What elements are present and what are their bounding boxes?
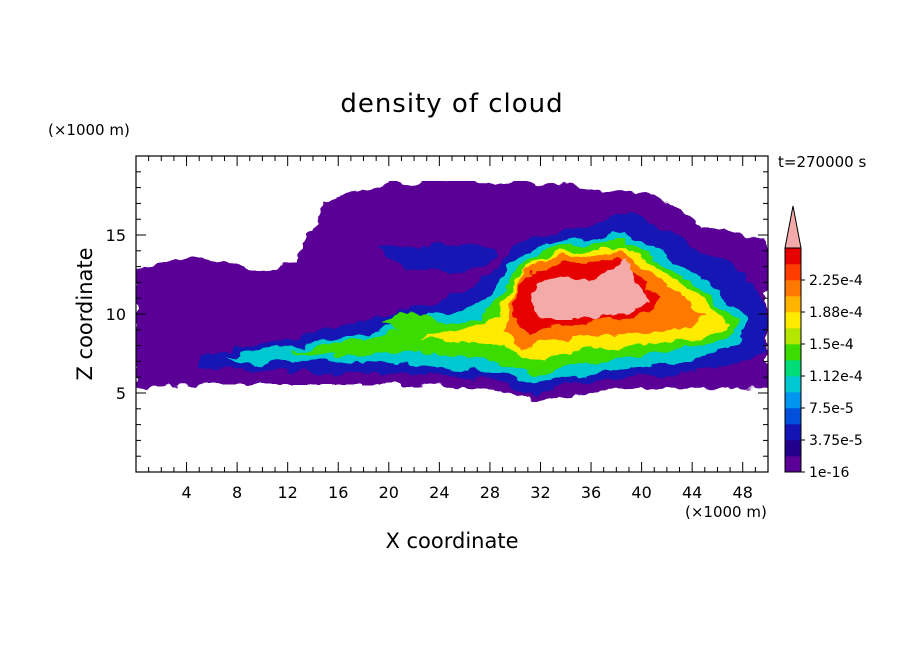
colorbar-swatch [785,264,801,281]
colorbar: 1e-16 3.75e-5 7.5e-5 1.12e-4 1.5e-4 1.88e-4 2.… [784,205,863,481]
colorbar-swatch [785,424,801,441]
x-tick-label: 36 [581,483,601,502]
y-tick-label: 15 [106,226,126,245]
x-tick-label: 24 [429,483,449,502]
density-level-1b [380,244,500,272]
time-label: t=270000 s [778,153,866,171]
colorbar-label: 7.5e-5 [809,401,854,417]
density-overflow-core [530,258,650,320]
density-level-3b [384,312,446,332]
x-tick-label: 40 [631,483,651,502]
colorbar-swatch [785,376,801,393]
y-axis-label: Z coordinate [73,247,97,380]
x-tick-label: 4 [181,483,191,502]
x-tick-label: 44 [682,483,702,502]
y-unit-label: (×1000 m) [48,121,130,139]
x-tick-label: 48 [733,483,753,502]
x-tick-label: 16 [328,483,348,502]
x-tick-label: 28 [480,483,500,502]
colorbar-label: 1.12e-4 [809,369,863,385]
colorbar-swatch [785,312,801,329]
colorbar-overflow-arrow [784,205,802,249]
colorbar-label: 1e-16 [809,465,849,481]
x-tick-label: 20 [379,483,399,502]
y-axis-ticks: 5 10 15 [106,171,768,457]
colorbar-swatch [785,296,801,313]
colorbar-swatch [785,344,801,361]
colorbar-swatch [785,408,801,425]
colorbar-swatch [785,328,801,345]
density-field [136,181,768,402]
colorbar-swatch [785,456,801,473]
x-axis-ticks: 4 8 12 16 20 24 28 32 36 40 44 48 [148,156,756,502]
x-tick-label: 8 [232,483,242,502]
colorbar-swatch [785,360,801,377]
colorbar-label: 3.75e-5 [809,433,863,449]
y-tick-label: 5 [116,384,126,403]
colorbar-label: 1.5e-4 [809,337,854,353]
colorbar-swatch [785,440,801,457]
colorbar-label: 2.25e-4 [809,273,863,289]
x-unit-label: (×1000 m) [685,503,767,521]
x-tick-label: 12 [278,483,298,502]
x-tick-label: 32 [530,483,550,502]
y-tick-label: 10 [106,305,126,324]
colorbar-swatch [785,248,801,265]
colorbar-swatch [785,280,801,297]
x-axis-label: X coordinate [385,529,518,553]
chart-title: density of cloud [340,89,563,119]
colorbar-swatch [785,392,801,409]
colorbar-label: 1.88e-4 [809,305,863,321]
